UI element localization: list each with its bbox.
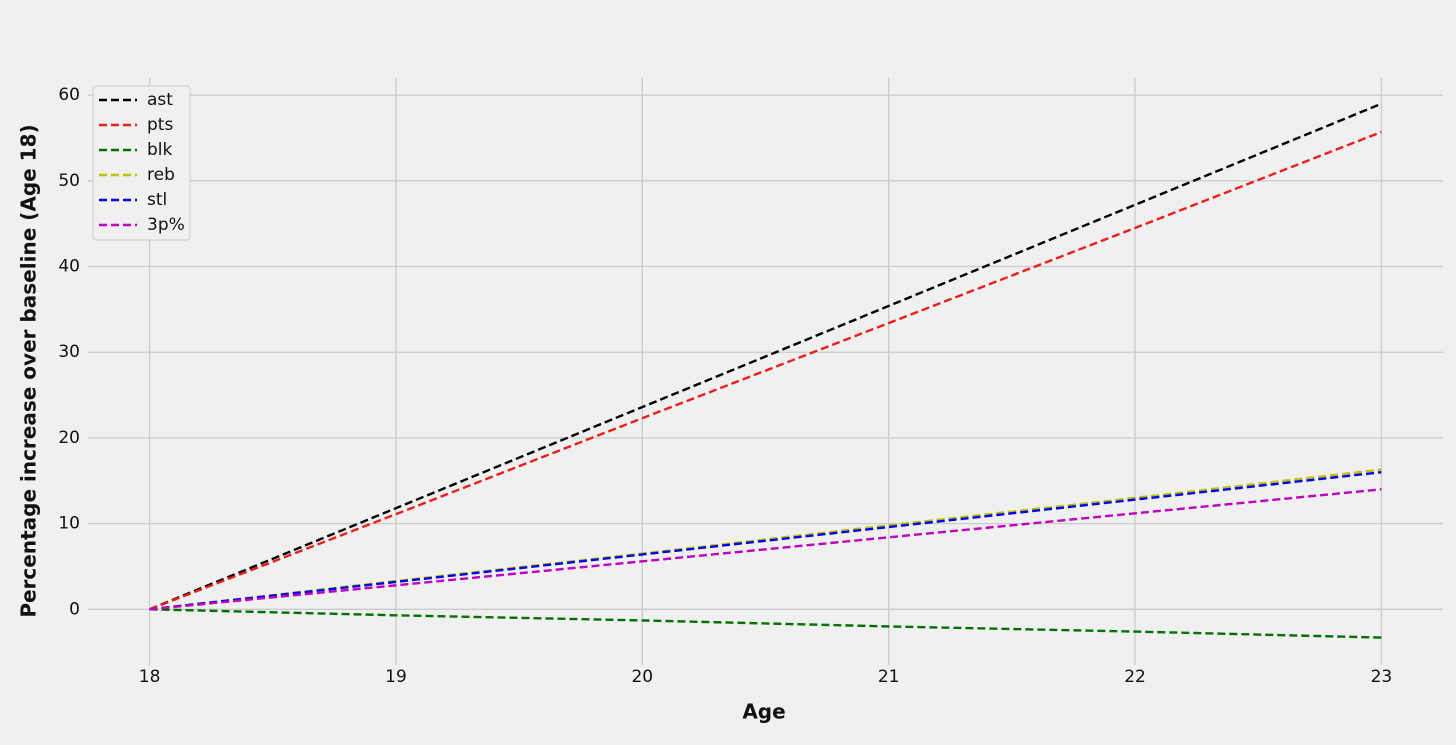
x-axis-label: Age — [742, 700, 785, 724]
x-tick-label: 20 — [631, 667, 653, 687]
y-tick-label: 50 — [58, 171, 80, 191]
x-tick-label: 22 — [1124, 667, 1146, 687]
legend-label: ast — [147, 90, 173, 110]
legend-label: reb — [147, 165, 175, 185]
line-series — [149, 130, 1382, 611]
line-series — [149, 470, 1382, 611]
x-tick-label: 18 — [139, 667, 161, 687]
y-tick-label: 40 — [58, 257, 80, 277]
legend-label: pts — [147, 115, 173, 135]
y-tick-label: 20 — [58, 428, 80, 448]
legend-label: 3p% — [147, 215, 185, 235]
y-axis-label: Percentage increase over baseline (Age 1… — [17, 124, 41, 617]
y-tick-label: 10 — [58, 514, 80, 534]
legend-label: stl — [147, 190, 167, 210]
y-tick-label: 30 — [58, 342, 80, 362]
y-tick-label: 0 — [69, 599, 80, 619]
x-tick-label: 23 — [1371, 667, 1393, 687]
x-tick-label: 21 — [878, 667, 900, 687]
x-tick-label: 19 — [385, 667, 407, 687]
line-series — [149, 102, 1382, 611]
y-tick-label: 60 — [58, 85, 80, 105]
legend-label: blk — [147, 140, 173, 160]
line-series — [149, 608, 1382, 639]
line-series — [149, 488, 1382, 611]
